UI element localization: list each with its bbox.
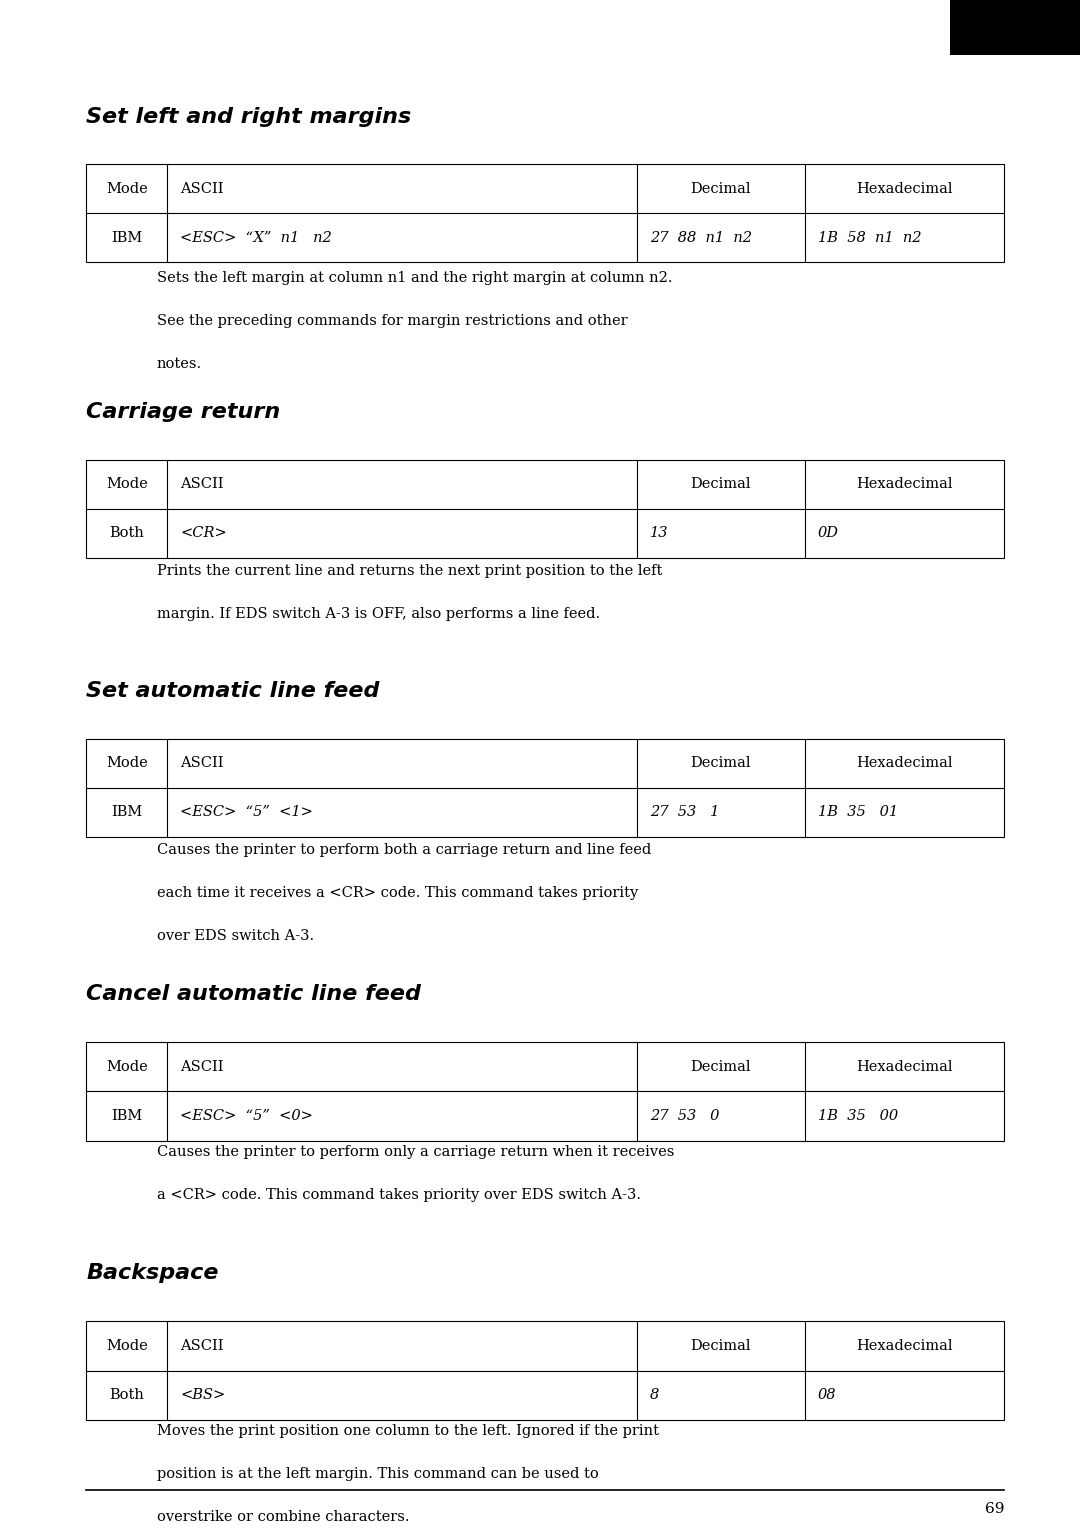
Text: 27  53   1: 27 53 1 — [650, 805, 719, 820]
Text: Set left and right margins: Set left and right margins — [86, 107, 411, 127]
Text: 1B  35   00: 1B 35 00 — [818, 1108, 897, 1124]
Text: ASCII: ASCII — [180, 756, 224, 771]
Bar — [950, 0, 1080, 55]
Text: Mode: Mode — [106, 477, 148, 492]
Text: position is at the left margin. This command can be used to: position is at the left margin. This com… — [157, 1467, 598, 1481]
Text: 0D: 0D — [818, 526, 838, 541]
Text: 27  53   0: 27 53 0 — [650, 1108, 719, 1124]
Text: IBM: IBM — [111, 1108, 143, 1124]
Text: Decimal: Decimal — [690, 1059, 752, 1075]
Text: See the preceding commands for margin restrictions and other: See the preceding commands for margin re… — [157, 314, 627, 328]
Bar — [86, 1042, 1004, 1141]
Text: 1B  35   01: 1B 35 01 — [818, 805, 897, 820]
Text: Mode: Mode — [106, 1338, 148, 1354]
Text: Hexadecimal: Hexadecimal — [856, 181, 953, 196]
Text: Decimal: Decimal — [690, 477, 752, 492]
Text: Backspace: Backspace — [86, 1263, 219, 1283]
Text: Mode: Mode — [106, 756, 148, 771]
Text: Causes the printer to perform both a carriage return and line feed: Causes the printer to perform both a car… — [157, 843, 651, 857]
Text: Sets the left margin at column n1 and the right margin at column n2.: Sets the left margin at column n1 and th… — [157, 271, 672, 285]
Text: Cancel automatic line feed: Cancel automatic line feed — [86, 984, 421, 1004]
Text: ASCII: ASCII — [180, 1059, 224, 1075]
Text: 8: 8 — [650, 1387, 660, 1403]
Text: ASCII: ASCII — [180, 477, 224, 492]
Text: Mode: Mode — [106, 181, 148, 196]
Text: 27  88  n1  n2: 27 88 n1 n2 — [650, 230, 752, 245]
Text: IBM: IBM — [111, 805, 143, 820]
Text: a <CR> code. This command takes priority over EDS switch A-3.: a <CR> code. This command takes priority… — [157, 1188, 640, 1202]
Text: 13: 13 — [650, 526, 669, 541]
Text: notes.: notes. — [157, 357, 202, 371]
Text: 69: 69 — [985, 1502, 1004, 1516]
Text: overstrike or combine characters.: overstrike or combine characters. — [157, 1510, 409, 1524]
Text: 08: 08 — [818, 1387, 836, 1403]
Text: Both: Both — [109, 1387, 145, 1403]
Text: Hexadecimal: Hexadecimal — [856, 477, 953, 492]
Text: Moves the print position one column to the left. Ignored if the print: Moves the print position one column to t… — [157, 1424, 659, 1438]
Bar — [86, 739, 1004, 837]
Text: Hexadecimal: Hexadecimal — [856, 756, 953, 771]
Bar — [86, 460, 1004, 558]
Text: <BS>: <BS> — [180, 1387, 226, 1403]
Text: 1B  58  n1  n2: 1B 58 n1 n2 — [818, 230, 921, 245]
Text: <CR>: <CR> — [180, 526, 227, 541]
Text: Prints the current line and returns the next print position to the left: Prints the current line and returns the … — [157, 564, 662, 578]
Text: Decimal: Decimal — [690, 756, 752, 771]
Text: Causes the printer to perform only a carriage return when it receives: Causes the printer to perform only a car… — [157, 1145, 674, 1159]
Text: over EDS switch A-3.: over EDS switch A-3. — [157, 929, 313, 943]
Text: IBM: IBM — [111, 230, 143, 245]
Text: ASCII: ASCII — [180, 1338, 224, 1354]
Text: margin. If EDS switch A-3 is OFF, also performs a line feed.: margin. If EDS switch A-3 is OFF, also p… — [157, 607, 599, 621]
Text: Decimal: Decimal — [690, 181, 752, 196]
Text: <ESC>  “5”  <0>: <ESC> “5” <0> — [180, 1108, 313, 1124]
Text: Hexadecimal: Hexadecimal — [856, 1059, 953, 1075]
Text: Set automatic line feed: Set automatic line feed — [86, 681, 380, 701]
Text: Decimal: Decimal — [690, 1338, 752, 1354]
Text: <ESC>  “5”  <1>: <ESC> “5” <1> — [180, 805, 313, 820]
Text: Hexadecimal: Hexadecimal — [856, 1338, 953, 1354]
Bar — [86, 164, 1004, 262]
Text: <ESC>  “X”  n1   n2: <ESC> “X” n1 n2 — [180, 230, 333, 245]
Text: ASCII: ASCII — [180, 181, 224, 196]
Text: Both: Both — [109, 526, 145, 541]
Text: each time it receives a <CR> code. This command takes priority: each time it receives a <CR> code. This … — [157, 886, 638, 900]
Text: Carriage return: Carriage return — [86, 402, 281, 422]
Text: Mode: Mode — [106, 1059, 148, 1075]
Bar — [86, 1321, 1004, 1420]
